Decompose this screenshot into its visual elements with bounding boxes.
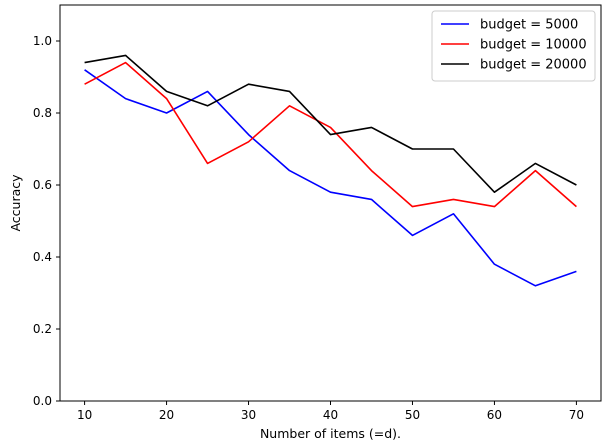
y-tick-label: 0.0 xyxy=(33,394,52,408)
legend: budget = 5000 budget = 10000 budget = 2000… xyxy=(431,10,596,82)
y-tick-label: 0.2 xyxy=(33,322,52,336)
x-tick-label: 70 xyxy=(569,408,584,422)
axes: 10 20 30 40 50 60 70 0.0 0.2 0.4 0.6 0.8 1.0 xyxy=(33,4,602,422)
y-tick-label: 0.4 xyxy=(33,250,52,264)
series-line-3 xyxy=(84,54,577,193)
x-tick-label: 50 xyxy=(405,408,420,422)
legend-label: budget = 5000 xyxy=(480,18,578,33)
x-tick-label: 40 xyxy=(323,408,338,422)
y-tick-label: 1.0 xyxy=(33,34,52,48)
series-line-2 xyxy=(84,61,577,208)
series-line-1 xyxy=(84,69,577,287)
y-tick-label: 0.8 xyxy=(33,106,52,120)
legend-label: budget = 10000 xyxy=(480,38,587,53)
x-tick-label: 10 xyxy=(77,408,92,422)
x-tick-label: 20 xyxy=(159,408,174,422)
x-tick-label: 60 xyxy=(487,408,502,422)
x-axis-label: Number of items (=d). xyxy=(260,426,401,441)
legend-label: budget = 20000 xyxy=(480,58,587,73)
y-tick-label: 0.6 xyxy=(33,178,52,192)
y-axis-label: Accuracy xyxy=(8,174,23,232)
plot-area xyxy=(84,54,577,287)
legend-box xyxy=(431,10,596,82)
x-tick-label: 30 xyxy=(241,408,256,422)
